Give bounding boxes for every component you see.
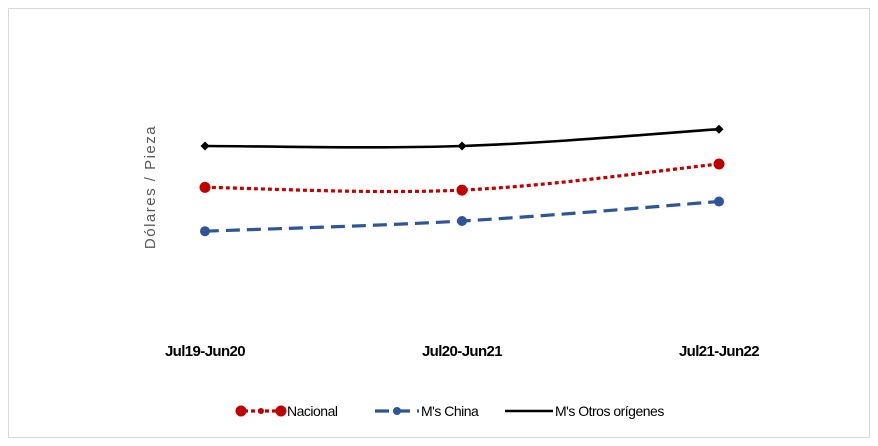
- y-axis-label: Dólares / Pieza: [142, 125, 159, 249]
- x-tick-label: Jul21-Jun22: [679, 343, 759, 360]
- legend-swatch-marker: [393, 407, 401, 415]
- series-layer: [199, 124, 725, 237]
- data-point-m-s-china-2: [457, 216, 467, 226]
- data-point-m-s-china-3: [714, 196, 724, 207]
- chart-frame: Dólares / Pieza Jul19-Jun20 Jul20-Jun21 Ju…: [8, 8, 870, 438]
- x-tick-label: Jul19-Jun20: [165, 343, 245, 360]
- legend-swatch-marker: [258, 408, 264, 414]
- data-point-m-s-otros-or-genes-2: [457, 141, 467, 151]
- x-tick-labels: Jul19-Jun20 Jul20-Jun21 Jul21-Jun22: [165, 343, 760, 360]
- data-point-m-s-china-1: [200, 226, 210, 237]
- data-point-nacional-1: [199, 181, 211, 193]
- data-point-nacional-2: [456, 184, 468, 196]
- legend-item-nacional: Nacional: [235, 403, 338, 419]
- series-m-s-otros-or-genes: [200, 124, 724, 151]
- data-point-nacional-3: [713, 158, 725, 170]
- legend-swatch-marker: [235, 405, 247, 417]
- line-chart: Dólares / Pieza Jul19-Jun20 Jul20-Jun21 Ju…: [142, 124, 760, 419]
- data-point-m-s-otros-or-genes-3: [714, 124, 724, 134]
- data-point-m-s-otros-or-genes-1: [200, 141, 210, 151]
- legend-item-m-s-otros-or-genes: M's Otros orígenes: [505, 403, 665, 419]
- legend-label: M's Otros orígenes: [555, 403, 664, 419]
- series-nacional: [199, 158, 725, 196]
- legend-swatch-marker: [275, 405, 287, 417]
- legend-label: Nacional: [287, 403, 338, 419]
- legend-item-m-s-china: M's China: [375, 403, 480, 419]
- x-tick-label: Jul20-Jun21: [422, 343, 502, 360]
- legend: Nacional M's China M's Otros orígenes: [235, 403, 665, 419]
- legend-label: M's China: [421, 403, 479, 419]
- series-m-s-china: [200, 196, 724, 237]
